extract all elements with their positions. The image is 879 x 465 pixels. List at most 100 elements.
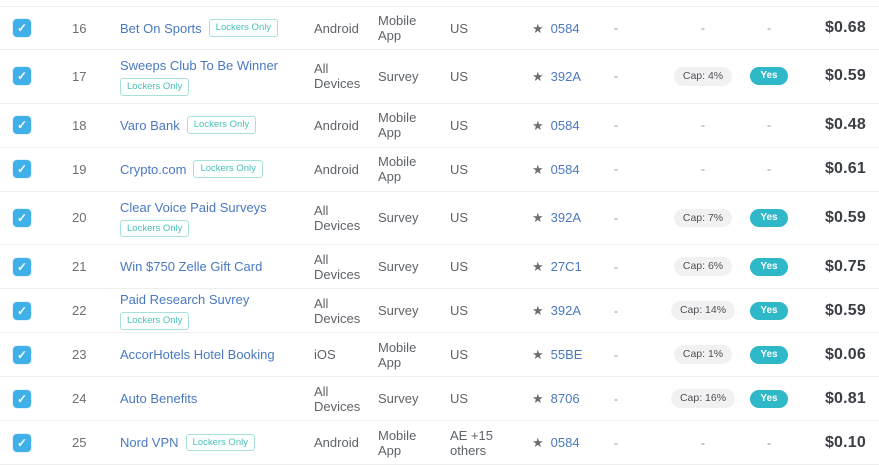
check-icon: ✓ [16,391,28,406]
offer-name-link[interactable]: Nord VPN [120,435,179,450]
approved-cell: Yes [748,301,790,320]
row-checkbox[interactable]: ✓ [13,208,31,227]
row-checkbox[interactable]: ✓ [13,389,31,408]
check-icon: ✓ [16,303,28,318]
offer-name-cell: Crypto.com Lockers Only [104,160,302,178]
country-cell: US [450,117,469,133]
dash-cell: - [614,259,618,274]
table-body: ✓ 16 Bet On Sports Lockers Only Android … [0,6,879,465]
code-link[interactable]: 392A [550,303,582,318]
code-link[interactable]: 0584 [550,20,580,36]
check-icon: ✓ [16,210,28,225]
star-icon: ★ [532,435,544,450]
offer-type-cell: Mobile App [378,13,417,43]
yes-badge: Yes [750,208,788,227]
approved-cell: - [767,118,771,132]
cap-cell: Cap: 14% [658,301,748,320]
row-checkbox[interactable]: ✓ [13,433,31,452]
row-checkbox[interactable]: ✓ [13,19,31,37]
table-row: ✓ 20 Clear Voice Paid Surveys Lockers On… [0,191,879,245]
cap-badge: Cap: 4% [673,67,733,86]
offer-name-link[interactable]: Paid Research Suvrey [120,292,250,308]
lockers-only-badge: Lockers Only [120,219,190,237]
code-link[interactable]: 0584 [550,117,580,133]
cap-cell: - [701,162,705,176]
check-icon: ✓ [16,435,28,450]
checkbox-cell: ✓ [0,160,56,178]
offer-name-link[interactable]: Sweeps Club To Be Winner [120,58,279,73]
offer-name-link[interactable]: Win $750 Zelle Gift Card [120,259,263,274]
yes-badge: Yes [750,345,788,364]
cap-badge: Cap: 6% [673,257,733,276]
cap-badge: Cap: 16% [670,389,736,408]
price-cell: $0.59 [824,67,866,85]
offer-name-link[interactable]: Clear Voice Paid Surveys [120,199,267,215]
cap-badge: Cap: 1% [673,345,733,364]
row-number: 16 [72,20,87,36]
star-icon: ★ [532,68,544,84]
device-cell: All Devices [314,61,361,92]
device-cell: All Devices [314,295,361,326]
code-link[interactable]: 392A [550,68,582,84]
offer-name-link[interactable]: Auto Benefits [120,391,198,406]
row-number: 23 [72,347,87,362]
row-number: 18 [72,117,87,133]
code-link[interactable]: 8706 [550,391,580,406]
checkbox-cell: ✓ [0,257,56,276]
star-icon: ★ [532,391,544,406]
row-checkbox[interactable]: ✓ [13,160,31,178]
code-link[interactable]: 0584 [550,161,580,177]
offer-type-cell: Survey [378,303,419,318]
check-icon: ✓ [16,118,28,132]
offer-name-cell: Auto Benefits [104,390,302,407]
device-cell: Android [314,161,359,177]
offer-name-link[interactable]: Varo Bank [120,117,180,133]
country-cell: US [450,391,469,406]
code-cell: ★ 8706 [522,391,602,406]
dash-cell: - [614,118,618,132]
cap-cell: Cap: 6% [658,257,748,276]
row-number: 22 [72,303,87,318]
code-link[interactable]: 392A [550,210,582,226]
table-row: ✓ 22 Paid Research Suvrey Lockers Only A… [0,289,879,333]
star-icon: ★ [532,347,544,362]
country-cell: US [450,347,469,362]
offer-name-link[interactable]: Crypto.com [120,161,187,177]
row-checkbox[interactable]: ✓ [13,116,31,134]
code-link[interactable]: 55BE [550,347,583,362]
country-cell: US [450,210,469,226]
row-checkbox[interactable]: ✓ [13,257,31,276]
table-row: ✓ 24 Auto Benefits All Devices Survey US… [0,377,879,421]
lockers-only-badge: Lockers Only [186,116,257,134]
code-link[interactable]: 27C1 [550,259,582,274]
row-checkbox[interactable]: ✓ [13,345,31,364]
code-cell: ★ 392A [522,210,602,225]
checkbox-cell: ✓ [0,389,56,408]
checkbox-cell: ✓ [0,433,56,452]
offer-name-link[interactable]: AccorHotels Hotel Booking [120,347,275,362]
star-icon: ★ [532,161,544,177]
check-icon: ✓ [16,347,28,362]
row-checkbox[interactable]: ✓ [13,67,31,86]
yes-badge: Yes [750,67,788,86]
cap-cell: Cap: 16% [658,389,748,408]
offer-name-cell: AccorHotels Hotel Booking [104,346,302,363]
offer-type-cell: Mobile App [378,427,417,458]
row-number: 17 [72,68,87,84]
offer-name-cell: Sweeps Club To Be Winner Lockers Only [104,50,302,103]
price-cell: $0.59 [824,208,866,226]
offer-name-link[interactable]: Bet On Sports [120,20,202,36]
device-cell: Android [314,117,359,133]
price-cell: $0.06 [824,345,866,363]
approved-cell: Yes [748,389,790,408]
approved-cell: Yes [748,345,790,364]
lockers-only-badge: Lockers Only [193,160,263,178]
table-row: ✓ 17 Sweeps Club To Be Winner Lockers On… [0,50,879,104]
device-cell: All Devices [314,202,361,233]
cap-cell: Cap: 4% [658,67,748,86]
code-cell: ★ 0584 [522,118,602,133]
yes-badge: Yes [750,301,788,320]
code-link[interactable]: 0584 [550,435,580,450]
offer-name-cell: Nord VPN Lockers Only [104,433,302,452]
row-checkbox[interactable]: ✓ [13,301,31,320]
